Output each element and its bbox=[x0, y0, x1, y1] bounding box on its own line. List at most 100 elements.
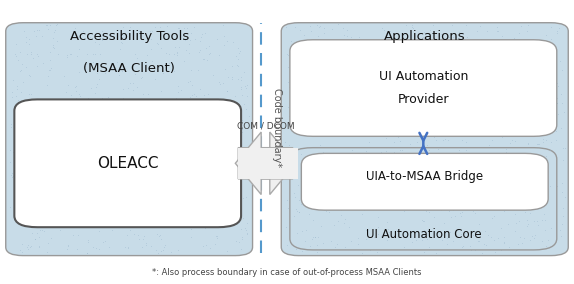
Point bbox=[399, 164, 408, 169]
Point bbox=[228, 75, 237, 79]
Point bbox=[440, 172, 449, 176]
Point bbox=[475, 173, 484, 178]
Point bbox=[38, 60, 48, 65]
Point bbox=[461, 191, 471, 196]
Point bbox=[333, 218, 343, 223]
Point bbox=[328, 70, 338, 75]
Point bbox=[421, 233, 430, 237]
Point bbox=[395, 139, 405, 143]
Point bbox=[174, 106, 184, 110]
Point bbox=[427, 65, 436, 69]
Point bbox=[293, 205, 302, 209]
Point bbox=[158, 160, 167, 165]
Point bbox=[426, 222, 436, 227]
Point bbox=[48, 225, 57, 229]
Point bbox=[343, 246, 352, 250]
Point bbox=[93, 115, 102, 119]
Point bbox=[32, 34, 41, 38]
Point bbox=[190, 223, 199, 228]
Point bbox=[300, 33, 309, 38]
Point bbox=[9, 78, 18, 82]
Point bbox=[367, 129, 377, 133]
Point bbox=[313, 222, 322, 226]
Point bbox=[189, 25, 199, 30]
Point bbox=[403, 236, 412, 241]
Point bbox=[62, 215, 71, 220]
Point bbox=[439, 221, 448, 226]
Point bbox=[457, 227, 467, 232]
Point bbox=[511, 51, 520, 56]
Point bbox=[31, 236, 40, 241]
Point bbox=[530, 84, 540, 89]
Point bbox=[359, 49, 368, 53]
Point bbox=[26, 51, 35, 56]
Point bbox=[95, 228, 104, 233]
Point bbox=[329, 109, 339, 114]
Point bbox=[384, 162, 393, 167]
Point bbox=[303, 227, 312, 231]
Point bbox=[489, 39, 498, 43]
Point bbox=[157, 193, 166, 197]
Point bbox=[469, 177, 478, 181]
Point bbox=[502, 171, 511, 176]
Polygon shape bbox=[238, 132, 296, 195]
Point bbox=[382, 66, 391, 71]
Point bbox=[83, 238, 92, 243]
Point bbox=[52, 39, 61, 43]
Point bbox=[308, 180, 317, 185]
Point bbox=[358, 39, 367, 44]
Point bbox=[391, 207, 400, 211]
Point bbox=[497, 102, 506, 106]
Point bbox=[89, 199, 98, 204]
Point bbox=[33, 193, 42, 197]
Point bbox=[453, 164, 463, 169]
Point bbox=[161, 51, 170, 55]
Point bbox=[416, 149, 425, 154]
Point bbox=[287, 153, 296, 157]
Point bbox=[550, 116, 560, 120]
Point bbox=[129, 104, 138, 108]
Point bbox=[65, 222, 74, 226]
Point bbox=[503, 228, 513, 233]
Point bbox=[123, 148, 132, 153]
Point bbox=[506, 189, 515, 194]
Point bbox=[426, 243, 435, 247]
Point bbox=[20, 175, 29, 179]
Point bbox=[486, 69, 495, 73]
Point bbox=[548, 236, 557, 241]
Point bbox=[519, 224, 529, 228]
Point bbox=[172, 51, 181, 56]
Point bbox=[505, 77, 514, 81]
Point bbox=[35, 228, 44, 232]
Point bbox=[367, 210, 376, 215]
Point bbox=[209, 72, 218, 77]
Point bbox=[236, 49, 245, 53]
Point bbox=[300, 52, 309, 57]
Point bbox=[148, 165, 157, 170]
Point bbox=[552, 30, 561, 35]
Point bbox=[452, 109, 461, 114]
Point bbox=[455, 215, 464, 220]
Polygon shape bbox=[238, 148, 298, 179]
Point bbox=[546, 36, 555, 41]
Point bbox=[316, 37, 325, 41]
Point bbox=[354, 242, 363, 246]
Point bbox=[530, 51, 539, 56]
Point bbox=[558, 158, 567, 162]
Point bbox=[313, 174, 322, 179]
Point bbox=[51, 111, 60, 116]
Point bbox=[472, 155, 481, 160]
Point bbox=[231, 239, 240, 243]
Point bbox=[335, 68, 344, 72]
Point bbox=[75, 91, 84, 96]
Point bbox=[35, 28, 44, 32]
Point bbox=[5, 204, 14, 209]
Point bbox=[186, 234, 195, 239]
Point bbox=[350, 72, 359, 77]
Point bbox=[453, 204, 463, 209]
Point bbox=[370, 92, 379, 97]
Point bbox=[402, 22, 411, 27]
Point bbox=[55, 169, 64, 174]
FancyBboxPatch shape bbox=[6, 23, 253, 256]
Point bbox=[475, 239, 484, 244]
